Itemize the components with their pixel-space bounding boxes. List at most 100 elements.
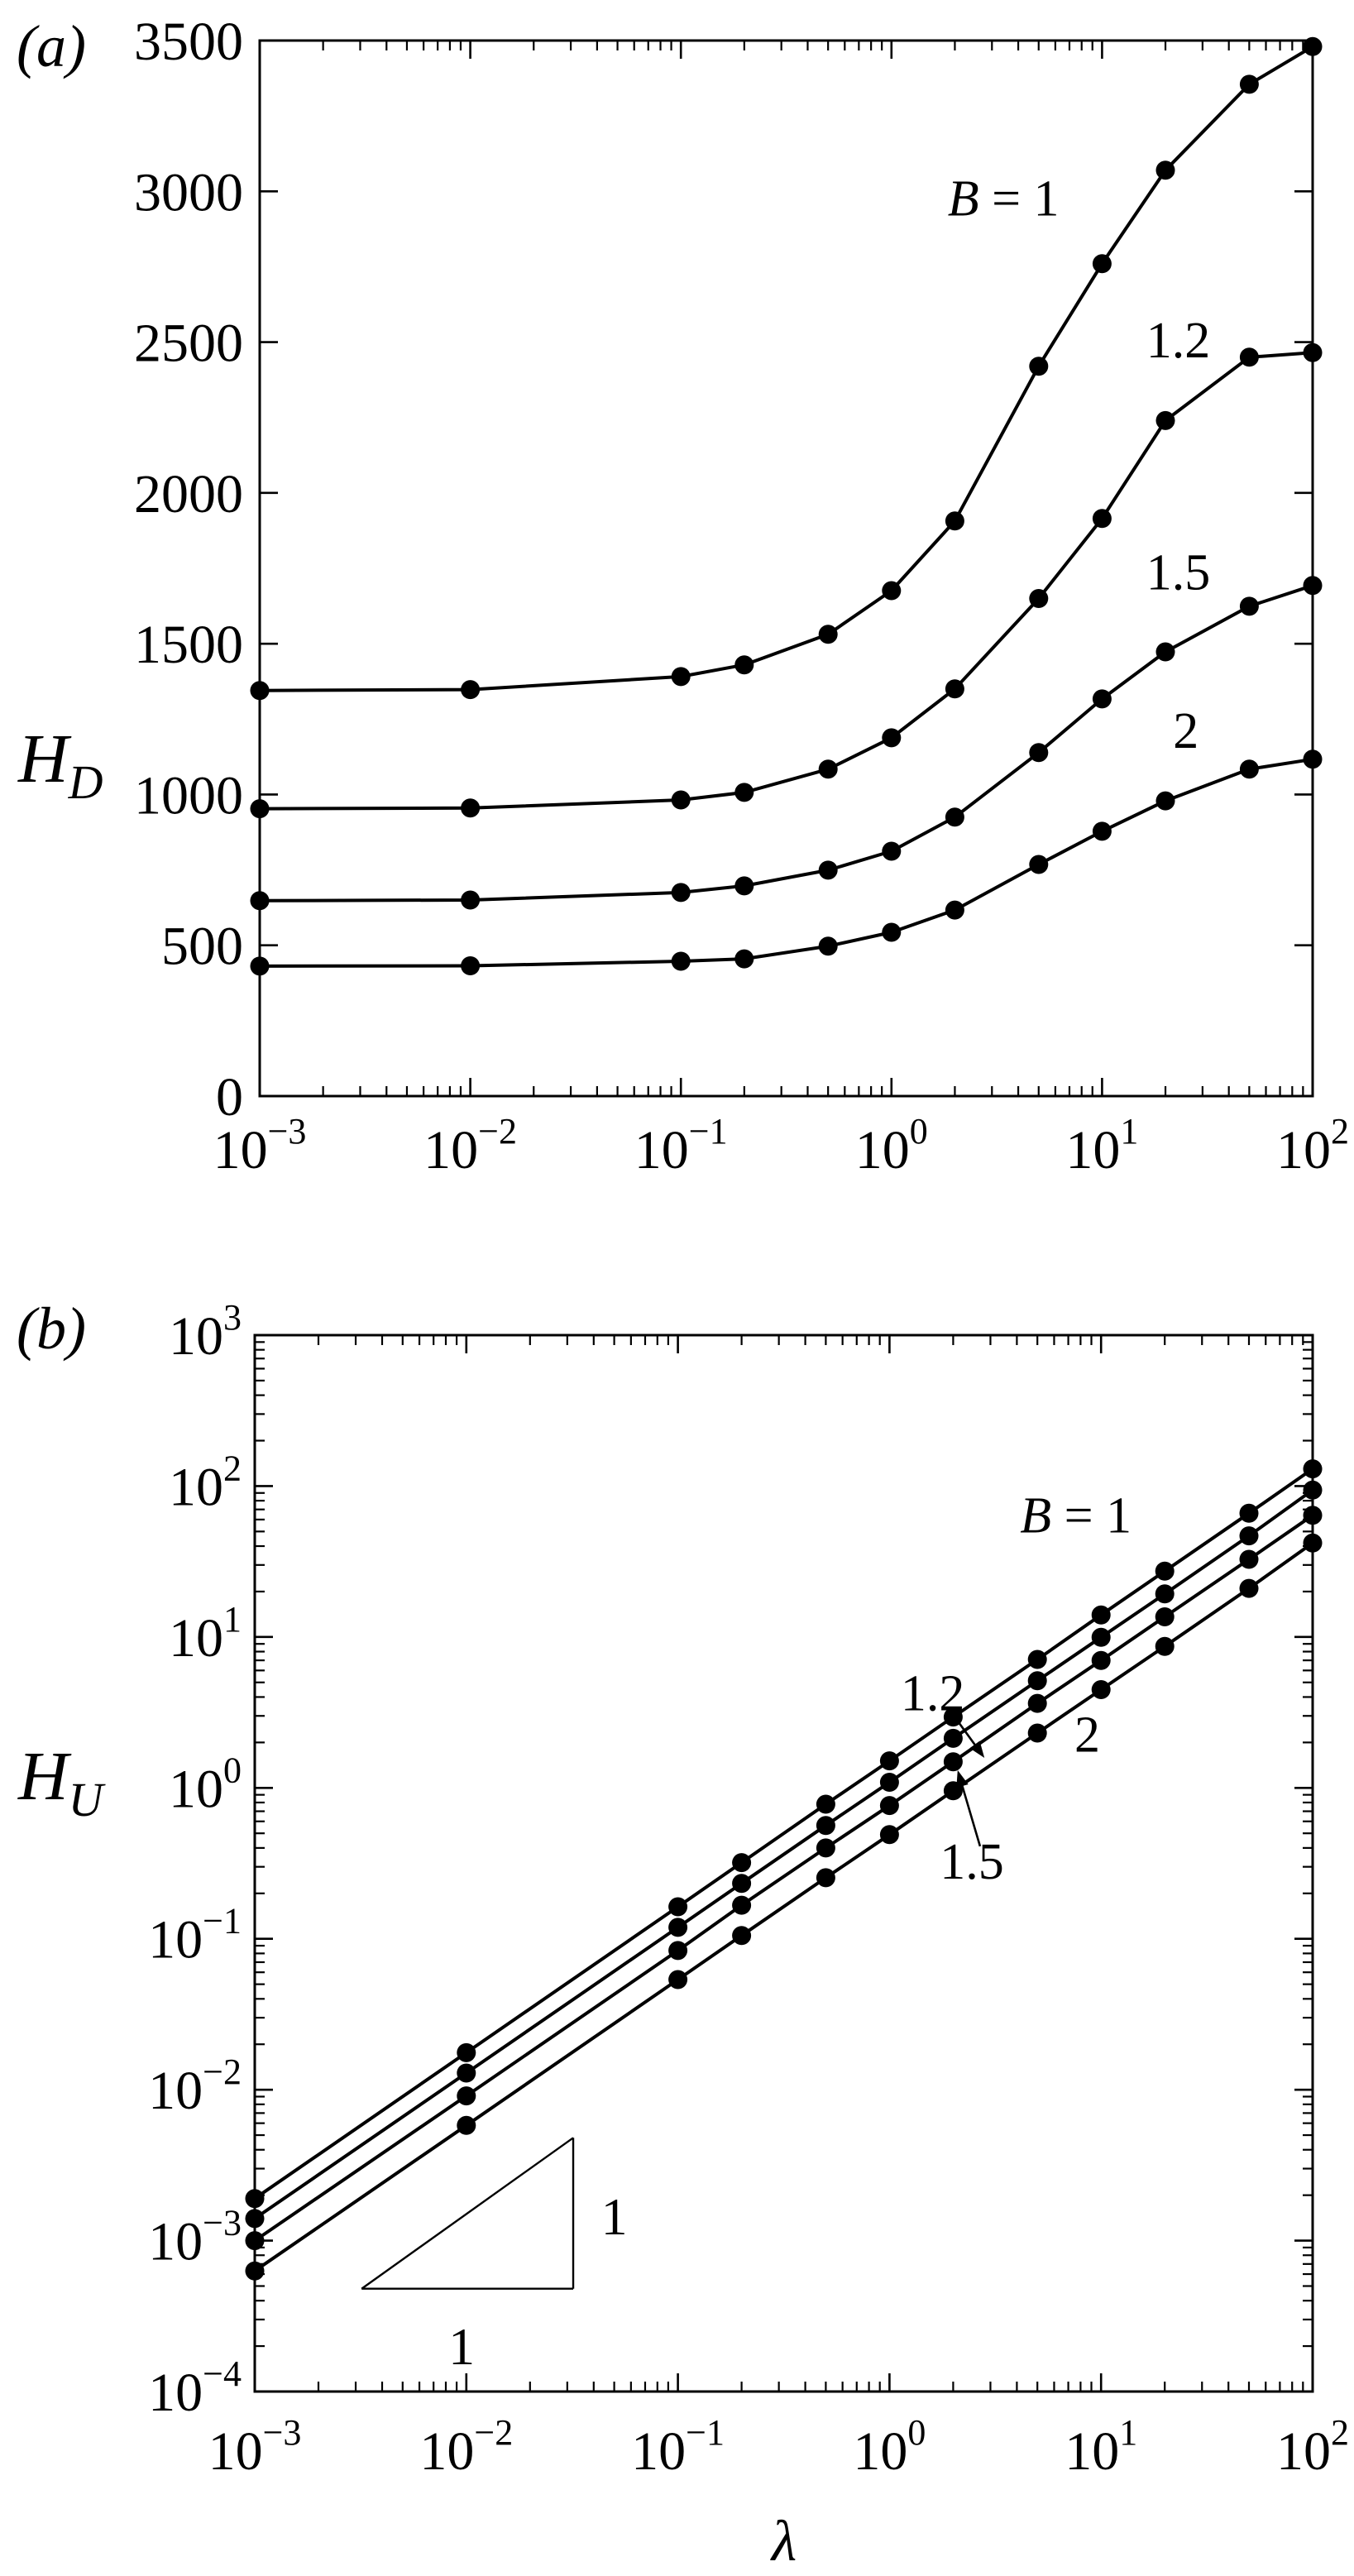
data-point xyxy=(1239,1578,1259,1598)
data-point xyxy=(457,2042,476,2062)
data-point xyxy=(732,1895,752,1915)
data-point xyxy=(1092,689,1112,709)
plot-b: 10−3 10−2 10−1 100 101 102 103 102 101 100 10−1 10−… xyxy=(17,1297,1349,2574)
y-tick-label: 10−3 xyxy=(148,2203,242,2272)
data-point xyxy=(671,667,691,687)
x-tick-label: 102 xyxy=(1276,2412,1349,2482)
y-tick-label: 101 xyxy=(169,1599,242,1669)
data-point xyxy=(943,1728,963,1748)
data-point xyxy=(1155,642,1175,662)
data-point xyxy=(1239,1503,1259,1523)
data-point xyxy=(734,655,754,675)
data-point xyxy=(461,956,481,975)
y-tick-label: 100 xyxy=(169,1750,242,1819)
series-label: B = 1 xyxy=(948,171,1060,227)
data-point xyxy=(668,1970,688,1989)
data-point xyxy=(945,807,964,827)
data-point xyxy=(816,1868,835,1888)
series-label: 1.5 xyxy=(940,1834,1004,1890)
data-point xyxy=(457,2115,476,2135)
x-axis-label: λ xyxy=(770,2510,797,2574)
series-line xyxy=(259,351,1313,811)
y-tick-label: 1500 xyxy=(134,615,243,675)
series-label: B = 1 xyxy=(1020,1488,1132,1544)
data-point xyxy=(945,511,964,531)
y-tick-label: 2000 xyxy=(134,464,243,524)
data-point xyxy=(1029,743,1049,763)
data-point xyxy=(1091,1650,1111,1670)
data-point xyxy=(1155,1561,1175,1581)
y-tick-label: 10−1 xyxy=(148,1901,242,1970)
data-point xyxy=(1239,1549,1259,1569)
y-tick-label: 10−2 xyxy=(148,2052,242,2121)
series-line xyxy=(259,583,1313,903)
annotation-arrowhead xyxy=(956,1769,969,1788)
y-tick-label: 500 xyxy=(161,917,243,977)
data-point xyxy=(1092,254,1112,274)
data-point xyxy=(734,783,754,802)
data-point xyxy=(879,1773,899,1792)
data-point xyxy=(461,798,481,818)
slope-triangle-hypotenuse xyxy=(361,2137,574,2290)
data-point xyxy=(732,1853,752,1873)
data-point xyxy=(1239,1526,1259,1546)
data-point xyxy=(457,2063,476,2083)
x-tick-label: 102 xyxy=(1276,1111,1349,1180)
data-point xyxy=(250,799,270,819)
y-tick-label: 103 xyxy=(169,1297,242,1367)
y-tick-label: 102 xyxy=(169,1448,242,1517)
data-point xyxy=(668,1941,688,1961)
data-point xyxy=(671,883,691,903)
y-tick-label: 0 xyxy=(216,1067,243,1128)
data-point xyxy=(1239,596,1259,616)
series-line xyxy=(259,45,1314,692)
data-point xyxy=(457,2086,476,2106)
data-point xyxy=(945,679,964,699)
data-point xyxy=(1027,1650,1047,1669)
x-tick-label: 10−1 xyxy=(631,2412,725,2482)
data-point xyxy=(1091,1680,1111,1699)
y-tick-label: 1000 xyxy=(134,765,243,826)
plot-frame xyxy=(253,1333,1314,2393)
data-point xyxy=(1303,576,1323,596)
data-point xyxy=(882,841,902,861)
series-label: 2 xyxy=(1173,703,1199,759)
data-point xyxy=(1155,1636,1175,1656)
data-point xyxy=(1303,749,1323,769)
series-line xyxy=(253,1541,1314,2272)
data-point xyxy=(668,1918,688,1937)
y-tick-label: 3000 xyxy=(134,162,243,223)
x-tick-label: 10−2 xyxy=(423,1111,517,1180)
series-line xyxy=(259,757,1313,968)
data-point xyxy=(1239,74,1259,94)
data-point xyxy=(818,936,838,956)
data-point xyxy=(1029,855,1049,874)
data-point xyxy=(816,1794,835,1814)
slope-label-rise: 1 xyxy=(601,2187,628,2246)
data-point xyxy=(1303,36,1323,56)
series-line xyxy=(253,1467,1314,2200)
x-tick-label: 101 xyxy=(1065,1111,1138,1180)
plot-frame xyxy=(258,39,1314,1098)
data-point xyxy=(250,681,270,701)
data-point xyxy=(1155,791,1175,811)
data-point xyxy=(1155,410,1175,430)
data-point xyxy=(461,890,481,910)
data-point xyxy=(818,625,838,644)
y-axis-label: HD xyxy=(17,721,103,809)
data-point xyxy=(1091,1627,1111,1647)
data-point xyxy=(1091,1605,1111,1625)
panel-label: (a) xyxy=(17,13,86,79)
series-label: 1.2 xyxy=(1146,313,1211,369)
data-point xyxy=(245,2261,265,2281)
data-point xyxy=(1027,1671,1047,1691)
series-label: 1.2 xyxy=(901,1666,965,1722)
x-tick-label: 100 xyxy=(855,1111,928,1180)
data-point xyxy=(879,1751,899,1771)
y-tick-label: 2500 xyxy=(134,314,243,374)
data-point xyxy=(882,581,902,601)
panel-label: (b) xyxy=(17,1295,86,1362)
x-tick-label: 100 xyxy=(853,2412,926,2482)
data-point xyxy=(250,956,270,976)
